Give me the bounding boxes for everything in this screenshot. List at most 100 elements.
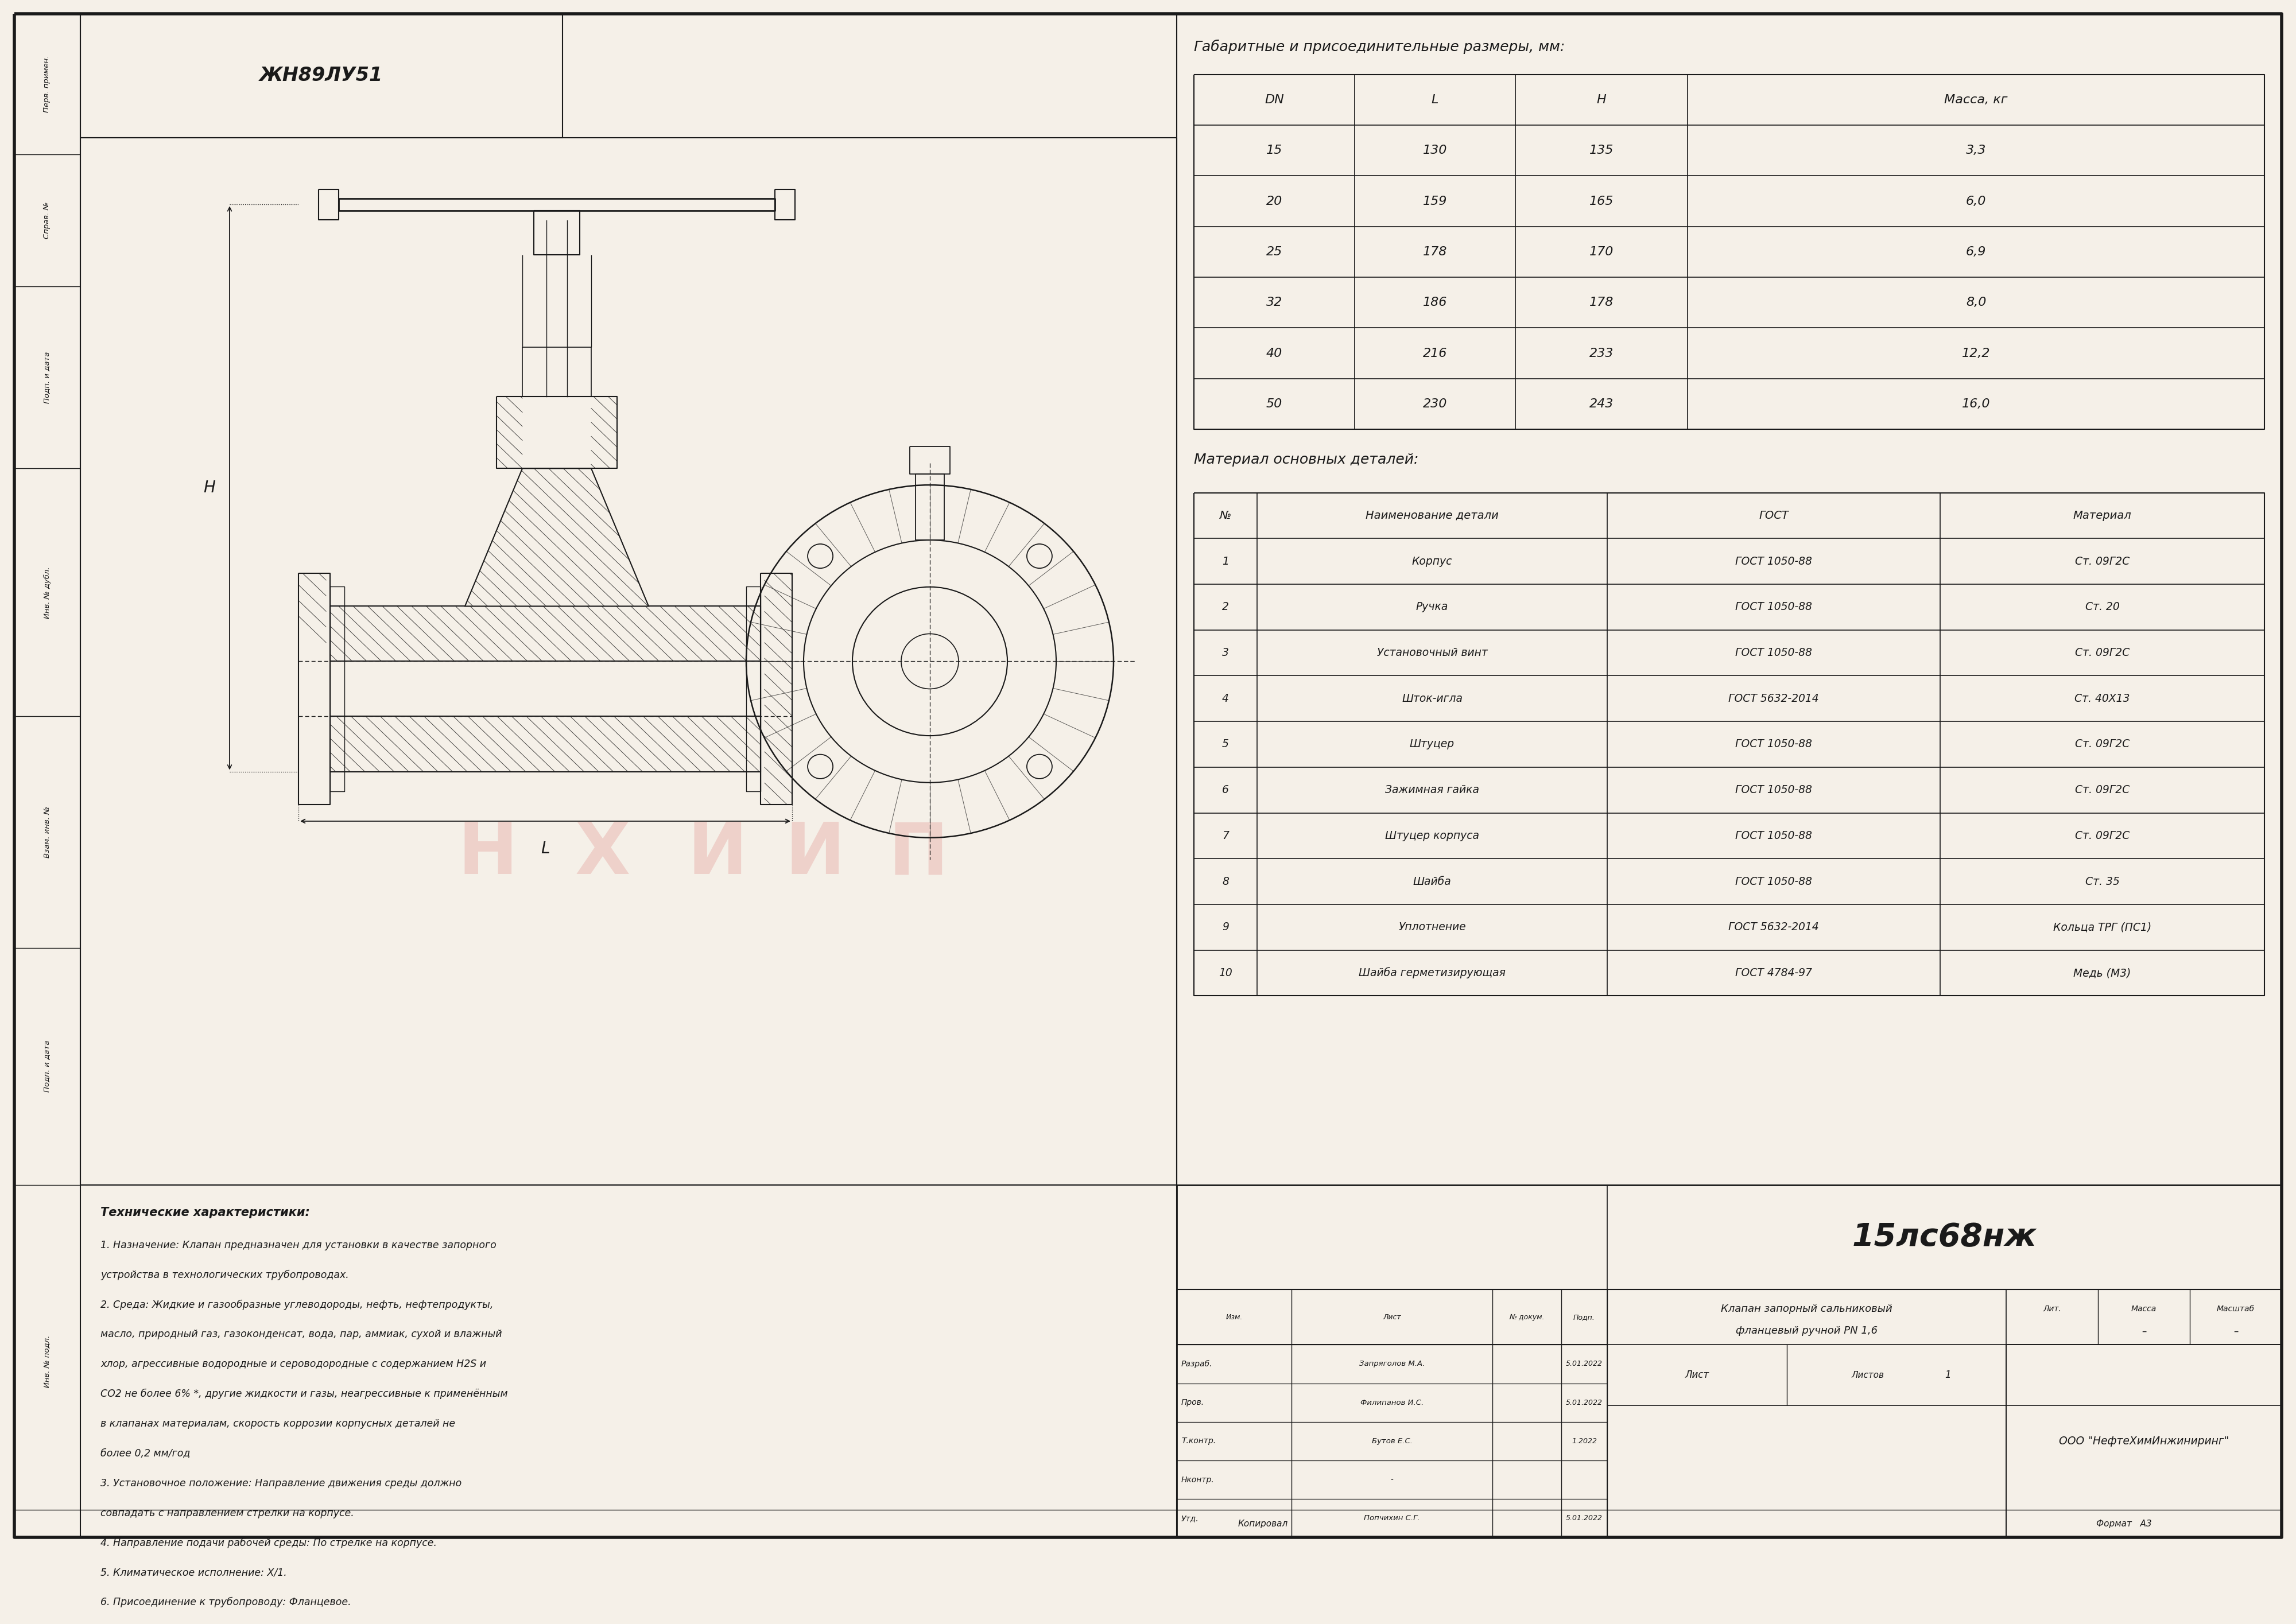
Text: Установочный винт: Установочный винт <box>1378 648 1488 658</box>
Text: 178: 178 <box>1424 247 1446 258</box>
Text: 5.01.2022: 5.01.2022 <box>1566 1398 1603 1406</box>
Polygon shape <box>340 198 776 211</box>
Text: 2. Среда: Жидкие и газообразные углеводороды, нефть, нефтепродукты,: 2. Среда: Жидкие и газообразные углеводо… <box>101 1299 494 1311</box>
Text: Листов: Листов <box>1851 1371 1885 1379</box>
Text: масло, природный газ, газоконденсат, вода, пар, аммиак, сухой и влажный: масло, природный газ, газоконденсат, вод… <box>101 1330 503 1340</box>
Text: 1: 1 <box>1221 555 1228 567</box>
Text: Штуцер: Штуцер <box>1410 739 1456 750</box>
Text: Ст. 20: Ст. 20 <box>2085 601 2119 612</box>
Text: Уплотнение: Уплотнение <box>1398 922 1465 932</box>
Text: 4. Направление подачи рабочей среды: По стрелке на корпусе.: 4. Направление подачи рабочей среды: По … <box>101 1538 436 1548</box>
Text: 4: 4 <box>1221 693 1228 703</box>
Text: Т.контр.: Т.контр. <box>1180 1437 1217 1445</box>
Polygon shape <box>496 396 618 468</box>
Text: 5.01.2022: 5.01.2022 <box>1566 1515 1603 1522</box>
Text: ГОСТ 1050-88: ГОСТ 1050-88 <box>1736 784 1812 796</box>
Text: И: И <box>687 820 748 888</box>
Text: 3. Установочное положение: Направление движения среды должно: 3. Установочное положение: Направление д… <box>101 1478 461 1488</box>
Text: ГОСТ: ГОСТ <box>1759 510 1789 521</box>
Text: H: H <box>1596 94 1607 106</box>
Text: ГОСТ 1050-88: ГОСТ 1050-88 <box>1736 830 1812 841</box>
Text: L: L <box>542 841 549 856</box>
Text: Инв. № дубл.: Инв. № дубл. <box>44 567 51 619</box>
Text: CO2 не более 6% *, другие жидкости и газы, неагрессивные к применённым: CO2 не более 6% *, другие жидкости и газ… <box>101 1389 507 1400</box>
Text: 6. Присоединение к трубопроводу: Фланцевое.: 6. Присоединение к трубопроводу: Фланцев… <box>101 1596 351 1608</box>
Text: Утд.: Утд. <box>1180 1514 1199 1522</box>
Text: Масса: Масса <box>2131 1304 2156 1312</box>
Text: ООО "НефтеХимИнжиниринг": ООО "НефтеХимИнжиниринг" <box>2060 1436 2229 1447</box>
Polygon shape <box>319 190 340 219</box>
Text: 6,9: 6,9 <box>1965 247 1986 258</box>
Text: Взам. инв. №: Взам. инв. № <box>44 807 51 857</box>
Text: 216: 216 <box>1424 348 1446 359</box>
Text: совпадать с направлением стрелки на корпусе.: совпадать с направлением стрелки на корп… <box>101 1507 354 1518</box>
Text: Лист: Лист <box>1382 1314 1401 1320</box>
Text: 159: 159 <box>1424 195 1446 206</box>
Polygon shape <box>523 348 592 396</box>
Text: Изм.: Изм. <box>1226 1314 1242 1320</box>
Text: устройства в технологических трубопроводах.: устройства в технологических трубопровод… <box>101 1270 349 1280</box>
Text: Масштаб: Масштаб <box>2218 1304 2255 1312</box>
Text: Ст. 09Г2С: Ст. 09Г2С <box>2076 555 2131 567</box>
Text: 12,2: 12,2 <box>1961 348 1991 359</box>
Text: хлор, агрессивные водородные и сероводородные с содержанием H2S и: хлор, агрессивные водородные и сероводор… <box>101 1359 487 1369</box>
Text: ГОСТ 1050-88: ГОСТ 1050-88 <box>1736 648 1812 658</box>
Text: 243: 243 <box>1589 398 1614 409</box>
Text: 10: 10 <box>1219 968 1233 978</box>
Text: ГОСТ 1050-88: ГОСТ 1050-88 <box>1736 601 1812 612</box>
Text: Подп. и дата: Подп. и дата <box>44 1041 51 1093</box>
Polygon shape <box>760 573 792 804</box>
Text: 8,0: 8,0 <box>1965 297 1986 309</box>
Text: Пров.: Пров. <box>1180 1398 1205 1406</box>
Polygon shape <box>916 474 944 541</box>
Text: Филипанов И.С.: Филипанов И.С. <box>1359 1398 1424 1406</box>
Text: Медь (М3): Медь (М3) <box>2073 968 2131 978</box>
Text: –: – <box>2234 1325 2239 1337</box>
Text: 1: 1 <box>1945 1369 1952 1380</box>
Text: 5. Климатическое исполнение: Х/1.: 5. Климатическое исполнение: Х/1. <box>101 1567 287 1577</box>
Polygon shape <box>331 606 760 661</box>
Text: Перв. примен.: Перв. примен. <box>44 55 51 112</box>
Text: Копировал: Копировал <box>1238 1520 1288 1528</box>
Text: 6: 6 <box>1221 784 1228 796</box>
Text: 15лс68нж: 15лс68нж <box>1853 1221 2037 1252</box>
Text: 1. Назначение: Клапан предназначен для установки в качестве запорного: 1. Назначение: Клапан предназначен для у… <box>101 1241 496 1250</box>
Text: Справ. №: Справ. № <box>44 201 51 239</box>
Text: H: H <box>204 481 216 495</box>
Text: № докум.: № докум. <box>1508 1314 1545 1320</box>
Text: Подп.: Подп. <box>1573 1314 1596 1320</box>
Text: Лит.: Лит. <box>2043 1304 2062 1312</box>
Text: 15: 15 <box>1265 145 1283 156</box>
Text: –: – <box>2142 1325 2147 1337</box>
Text: Х: Х <box>574 820 631 888</box>
Text: Шток-игла: Шток-игла <box>1403 693 1463 703</box>
Text: в клапанах материалам, скорость коррозии корпусных деталей не: в клапанах материалам, скорость коррозии… <box>101 1418 455 1429</box>
Text: Лист: Лист <box>1685 1369 1708 1380</box>
Text: Попчихин С.Г.: Попчихин С.Г. <box>1364 1515 1419 1522</box>
Text: Шайба герметизирующая: Шайба герметизирующая <box>1359 968 1506 979</box>
Text: 3: 3 <box>1221 648 1228 658</box>
Text: 178: 178 <box>1589 297 1614 309</box>
Text: И: И <box>785 820 845 888</box>
Text: 5.01.2022: 5.01.2022 <box>1566 1361 1603 1367</box>
Text: Клапан запорный сальниковый: Клапан запорный сальниковый <box>1722 1304 1892 1314</box>
Text: Корпус: Корпус <box>1412 555 1453 567</box>
Text: Ст. 09Г2С: Ст. 09Г2С <box>2076 648 2131 658</box>
Text: Запряголов М.А.: Запряголов М.А. <box>1359 1361 1426 1367</box>
Text: 170: 170 <box>1589 247 1614 258</box>
Text: П: П <box>889 820 948 888</box>
Text: 50: 50 <box>1265 398 1283 409</box>
Text: 233: 233 <box>1589 348 1614 359</box>
Text: фланцевый ручной PN 1,6: фланцевый ручной PN 1,6 <box>1736 1325 1878 1337</box>
Polygon shape <box>909 447 951 474</box>
Text: Наименование детали: Наименование детали <box>1366 510 1499 521</box>
Text: Бутов Е.С.: Бутов Е.С. <box>1371 1437 1412 1445</box>
Text: Технические характеристики:: Технические характеристики: <box>101 1207 310 1218</box>
Polygon shape <box>464 468 650 606</box>
Text: Ст. 09Г2С: Ст. 09Г2С <box>2076 739 2131 750</box>
Text: Ст. 09Г2С: Ст. 09Г2С <box>2076 784 2131 796</box>
Text: №: № <box>1219 510 1231 521</box>
Text: Нконтр.: Нконтр. <box>1180 1476 1215 1484</box>
Text: Инв. № подл.: Инв. № подл. <box>44 1335 51 1387</box>
Text: Ручка: Ручка <box>1417 601 1449 612</box>
